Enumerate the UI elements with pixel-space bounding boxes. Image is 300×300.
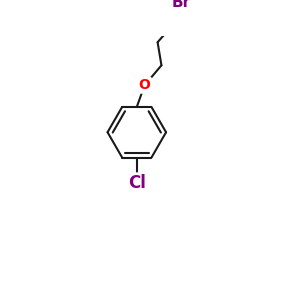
Text: O: O	[139, 78, 150, 92]
Text: Cl: Cl	[128, 174, 146, 192]
Text: Br: Br	[172, 0, 191, 11]
